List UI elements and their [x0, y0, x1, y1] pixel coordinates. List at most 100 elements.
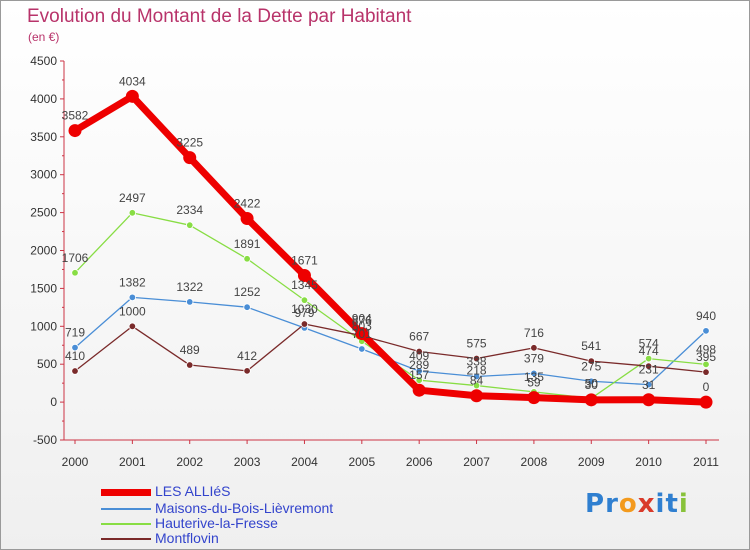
data-label: 575: [467, 337, 487, 351]
data-label: 574: [639, 337, 659, 351]
data-point: [702, 368, 710, 376]
data-label: 410: [65, 349, 85, 363]
data-point: [186, 298, 194, 306]
data-label: 1000: [119, 304, 146, 318]
data-point: [300, 296, 309, 304]
y-tick-label: 3000: [30, 168, 57, 182]
data-label: 157: [409, 368, 429, 382]
data-point: [530, 369, 538, 378]
data-point: [472, 381, 481, 390]
data-label: 1345: [291, 278, 318, 292]
legend-label: LES ALLIéS: [155, 483, 231, 499]
data-label: 1322: [176, 280, 203, 294]
legend-label: Hauterive-la-Fresse: [155, 515, 278, 531]
data-point: [128, 209, 137, 217]
data-point: [587, 357, 595, 365]
y-tick-label: 500: [37, 357, 57, 371]
data-point: [68, 124, 82, 138]
data-point: [644, 380, 653, 389]
data-point: [300, 320, 309, 328]
data-point: [243, 303, 251, 311]
data-label: 979: [294, 306, 314, 320]
y-tick-label: 2500: [30, 206, 57, 220]
data-label: 30: [585, 378, 599, 392]
legend-swatch: [101, 538, 151, 540]
data-point: [125, 89, 139, 103]
data-label: 3225: [176, 136, 203, 150]
data-label: 940: [696, 309, 716, 323]
data-point: [297, 268, 311, 282]
logo-letter: i: [655, 489, 666, 519]
data-label: 2497: [119, 191, 146, 205]
data-label: 701: [352, 327, 372, 341]
data-label: 1382: [119, 275, 146, 289]
x-tick-label: 2011: [693, 455, 719, 469]
data-label: 289: [409, 358, 429, 372]
data-label: 3582: [62, 109, 89, 123]
logo-letter: i: [678, 489, 689, 519]
y-tick-label: 0: [50, 395, 57, 409]
series-line-1: [74, 296, 707, 386]
data-point: [699, 395, 713, 409]
y-tick-label: 1500: [30, 281, 57, 295]
data-point: [702, 327, 710, 335]
data-label: 1252: [234, 285, 261, 299]
data-label: 379: [524, 351, 544, 365]
x-tick-label: 2002: [176, 455, 203, 469]
x-tick-label: 2001: [119, 455, 146, 469]
data-point: [472, 372, 481, 381]
y-tick-label: 1000: [30, 319, 57, 333]
legend-swatch: [101, 489, 151, 496]
proxiti-logo: Proxiti: [585, 489, 689, 519]
x-tick-label: 2006: [406, 455, 433, 469]
data-point: [415, 347, 423, 356]
data-point: [128, 293, 137, 302]
data-label: 489: [180, 343, 200, 357]
data-point: [530, 344, 538, 352]
x-tick-label: 2010: [635, 455, 662, 469]
data-label: 719: [65, 326, 85, 340]
logo-letter: P: [585, 489, 606, 519]
data-label: 50: [585, 376, 599, 390]
x-tick-label: 2008: [521, 455, 548, 469]
x-tick-label: 2005: [348, 455, 375, 469]
data-point: [644, 362, 653, 370]
data-label: 904: [352, 312, 372, 326]
data-point: [71, 343, 79, 352]
data-label: 338: [467, 354, 487, 368]
series-line-0: [71, 92, 710, 406]
data-point: [472, 354, 481, 363]
data-point: [470, 389, 484, 403]
chart-title: Evolution du Montant de la Dette par Hab…: [27, 6, 412, 27]
x-tick-label: 2007: [463, 455, 490, 469]
data-label: 135: [524, 370, 544, 384]
y-tick-label: -500: [33, 433, 57, 447]
data-label: 409: [409, 349, 429, 363]
data-point: [71, 367, 79, 375]
data-label: 667: [409, 330, 429, 344]
data-point: [415, 376, 423, 384]
data-point: [587, 377, 595, 385]
data-point: [584, 393, 598, 407]
data-label: 84: [470, 374, 484, 388]
data-point: [644, 354, 653, 363]
data-label: 2422: [234, 197, 261, 211]
data-point: [355, 327, 369, 341]
data-label: 31: [642, 378, 656, 392]
data-point: [702, 360, 710, 369]
y-tick-label: 3500: [30, 130, 57, 144]
data-label: 541: [581, 339, 601, 353]
data-label: 1891: [234, 237, 261, 251]
data-point: [243, 255, 251, 263]
data-label: 1030: [291, 302, 318, 316]
data-label: 1706: [62, 251, 89, 265]
data-label: 876: [352, 314, 372, 328]
data-label: 716: [524, 326, 544, 340]
logo-letter: r: [605, 489, 619, 519]
series-line-2: [74, 212, 707, 399]
logo-letter: o: [618, 489, 638, 519]
data-label: 412: [237, 349, 257, 363]
y-tick-label: 4000: [30, 92, 57, 106]
